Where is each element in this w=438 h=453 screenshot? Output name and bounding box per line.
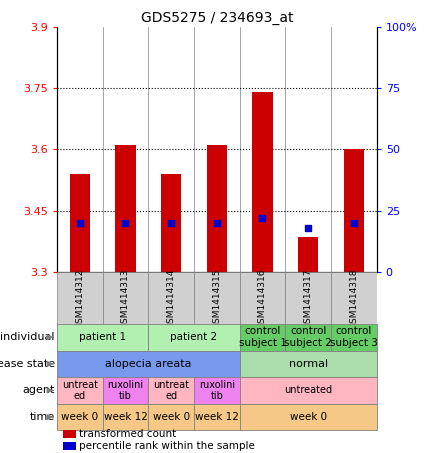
Bar [57, 272, 102, 326]
Text: disease state: disease state [0, 359, 55, 369]
Bar [64, 442, 76, 449]
Bar [148, 404, 194, 430]
Title: GDS5275 / 234693_at: GDS5275 / 234693_at [141, 11, 293, 25]
Text: control
subject 1: control subject 1 [239, 327, 286, 348]
Text: control
subject 2: control subject 2 [284, 327, 332, 348]
Bar [57, 324, 148, 351]
Bar [102, 272, 148, 326]
Bar [240, 272, 285, 326]
Bar [207, 145, 227, 272]
Bar [102, 377, 148, 404]
Bar [115, 145, 136, 272]
Bar [148, 377, 194, 404]
Text: patient 1: patient 1 [79, 332, 126, 342]
Text: time: time [29, 412, 55, 422]
Bar [343, 149, 364, 272]
Bar [298, 237, 318, 272]
Bar [331, 324, 377, 351]
Text: untreated: untreated [284, 386, 332, 395]
Point [259, 214, 266, 222]
Text: ruxolini
tib: ruxolini tib [199, 380, 235, 401]
Bar [285, 272, 331, 326]
Text: GSM1414313: GSM1414313 [121, 269, 130, 329]
Bar [148, 272, 194, 326]
Bar [57, 377, 102, 404]
Point [122, 219, 129, 226]
Bar [70, 174, 90, 272]
Bar [194, 404, 240, 430]
Text: alopecia areata: alopecia areata [105, 359, 191, 369]
Text: GSM1414314: GSM1414314 [166, 269, 176, 329]
Text: control
subject 3: control subject 3 [330, 327, 378, 348]
Point [76, 219, 83, 226]
Text: GSM1414315: GSM1414315 [212, 269, 221, 329]
Bar [64, 430, 76, 439]
Bar [240, 377, 377, 404]
Text: week 12: week 12 [195, 412, 239, 422]
Text: ruxolini
tib: ruxolini tib [107, 380, 144, 401]
Bar [194, 377, 240, 404]
Text: transformed count: transformed count [79, 429, 177, 439]
Bar [331, 272, 377, 326]
Bar [57, 351, 240, 377]
Text: week 0: week 0 [290, 412, 327, 422]
Text: agent: agent [22, 386, 55, 395]
Bar [148, 324, 240, 351]
Text: GSM1414316: GSM1414316 [258, 269, 267, 329]
Text: GSM1414317: GSM1414317 [304, 269, 313, 329]
Text: percentile rank within the sample: percentile rank within the sample [79, 441, 255, 451]
Text: GSM1414312: GSM1414312 [75, 269, 84, 329]
Text: untreat
ed: untreat ed [153, 380, 189, 401]
Text: patient 2: patient 2 [170, 332, 218, 342]
Bar [240, 351, 377, 377]
Point [213, 219, 220, 226]
Bar [57, 404, 102, 430]
Bar [102, 404, 148, 430]
Bar [252, 92, 273, 272]
Bar [240, 404, 377, 430]
Text: week 0: week 0 [152, 412, 190, 422]
Text: individual: individual [0, 332, 55, 342]
Point [168, 219, 175, 226]
Text: week 0: week 0 [61, 412, 99, 422]
Text: normal: normal [289, 359, 328, 369]
Text: week 12: week 12 [103, 412, 148, 422]
Bar [285, 324, 331, 351]
Point [305, 224, 312, 231]
Bar [194, 272, 240, 326]
Bar [161, 174, 181, 272]
Point [350, 219, 357, 226]
Text: GSM1414318: GSM1414318 [350, 269, 358, 329]
Text: untreat
ed: untreat ed [62, 380, 98, 401]
Bar [240, 324, 285, 351]
